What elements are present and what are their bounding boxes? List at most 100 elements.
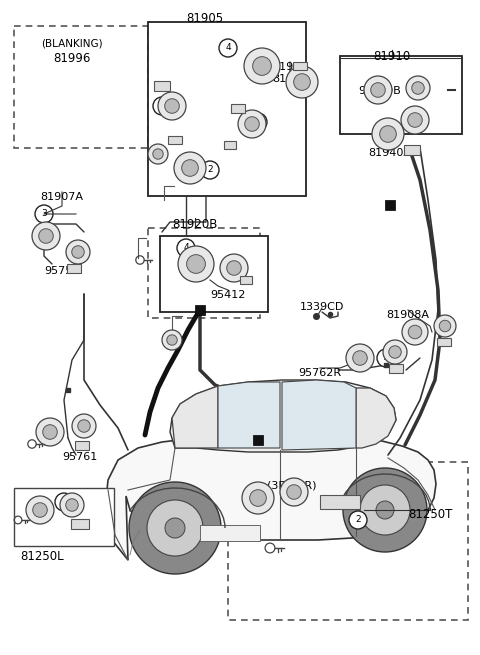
Circle shape (412, 82, 424, 94)
Circle shape (434, 315, 456, 337)
Text: (BLANKING): (BLANKING) (41, 38, 103, 48)
Circle shape (153, 149, 163, 159)
Circle shape (287, 485, 301, 499)
Text: 4: 4 (183, 244, 189, 252)
Circle shape (167, 335, 177, 345)
Circle shape (249, 113, 267, 131)
Circle shape (408, 113, 422, 127)
Polygon shape (170, 380, 396, 452)
Text: 81918: 81918 (272, 74, 308, 84)
Bar (293, 62, 307, 70)
Circle shape (294, 73, 310, 90)
Circle shape (165, 99, 180, 113)
Circle shape (187, 255, 205, 273)
Bar (168, 136, 182, 144)
Bar (240, 276, 252, 284)
Bar (67, 263, 81, 272)
Circle shape (439, 320, 451, 331)
Text: 81919: 81919 (272, 62, 308, 72)
Circle shape (66, 498, 78, 512)
Text: 1: 1 (383, 354, 389, 362)
Text: 4: 4 (225, 43, 231, 52)
Bar (154, 81, 170, 91)
Circle shape (36, 418, 64, 446)
Text: 3: 3 (41, 210, 47, 219)
Bar (160, 236, 268, 312)
Text: 81940A: 81940A (369, 148, 411, 158)
Text: 3: 3 (159, 102, 165, 111)
Text: 2: 2 (207, 166, 213, 174)
Circle shape (227, 261, 241, 275)
Circle shape (165, 518, 185, 538)
Circle shape (148, 144, 168, 164)
Circle shape (153, 97, 171, 115)
Bar (195, 305, 205, 315)
Text: 95752: 95752 (44, 266, 80, 276)
Circle shape (242, 482, 274, 514)
Polygon shape (105, 434, 436, 560)
Circle shape (372, 118, 404, 150)
Circle shape (43, 424, 57, 440)
Bar (385, 200, 395, 210)
Text: 1339CD: 1339CD (300, 302, 344, 312)
Circle shape (174, 152, 206, 184)
Text: 93110B: 93110B (359, 86, 401, 96)
Bar (148, 22, 306, 196)
Circle shape (401, 106, 429, 134)
Text: (3DOOR): (3DOOR) (267, 480, 317, 490)
Bar (14, 26, 148, 148)
Circle shape (66, 240, 90, 264)
Bar (224, 141, 236, 149)
Circle shape (72, 246, 84, 258)
Text: 2: 2 (355, 515, 361, 525)
Polygon shape (218, 382, 280, 448)
Text: 81920B: 81920B (172, 218, 218, 231)
Circle shape (219, 39, 237, 57)
Bar (253, 435, 263, 445)
Bar (437, 338, 451, 346)
Text: 1: 1 (255, 117, 261, 126)
Bar (404, 145, 420, 155)
Text: 81908A: 81908A (386, 310, 430, 320)
Circle shape (129, 482, 221, 574)
Text: 95761: 95761 (62, 452, 97, 462)
Circle shape (280, 478, 308, 506)
Circle shape (201, 161, 219, 179)
Circle shape (147, 500, 203, 556)
Circle shape (343, 468, 427, 552)
Text: 81996: 81996 (53, 52, 91, 65)
Text: 95412: 95412 (210, 290, 246, 300)
Circle shape (26, 496, 54, 524)
Circle shape (360, 485, 410, 535)
Text: 81250L: 81250L (20, 550, 64, 563)
Circle shape (250, 490, 266, 506)
Circle shape (286, 66, 318, 98)
Circle shape (238, 110, 266, 138)
Polygon shape (172, 386, 218, 448)
Circle shape (364, 76, 392, 104)
Circle shape (245, 117, 259, 131)
Circle shape (376, 501, 394, 519)
Circle shape (408, 326, 422, 339)
Polygon shape (356, 388, 396, 448)
Circle shape (380, 126, 396, 142)
Circle shape (158, 92, 186, 120)
Bar (71, 519, 89, 529)
Circle shape (181, 160, 198, 176)
Circle shape (371, 83, 385, 98)
Circle shape (349, 511, 367, 529)
Text: 81905: 81905 (186, 12, 224, 25)
Bar (75, 441, 89, 449)
Circle shape (244, 48, 280, 84)
Circle shape (35, 205, 53, 223)
Bar (14, 488, 114, 546)
Circle shape (353, 350, 367, 365)
Text: 95762R: 95762R (299, 368, 342, 378)
Circle shape (32, 222, 60, 250)
Circle shape (178, 246, 214, 282)
Circle shape (162, 330, 182, 350)
Bar (200, 525, 260, 541)
Polygon shape (282, 380, 356, 450)
Circle shape (389, 346, 401, 358)
Bar (320, 495, 360, 509)
